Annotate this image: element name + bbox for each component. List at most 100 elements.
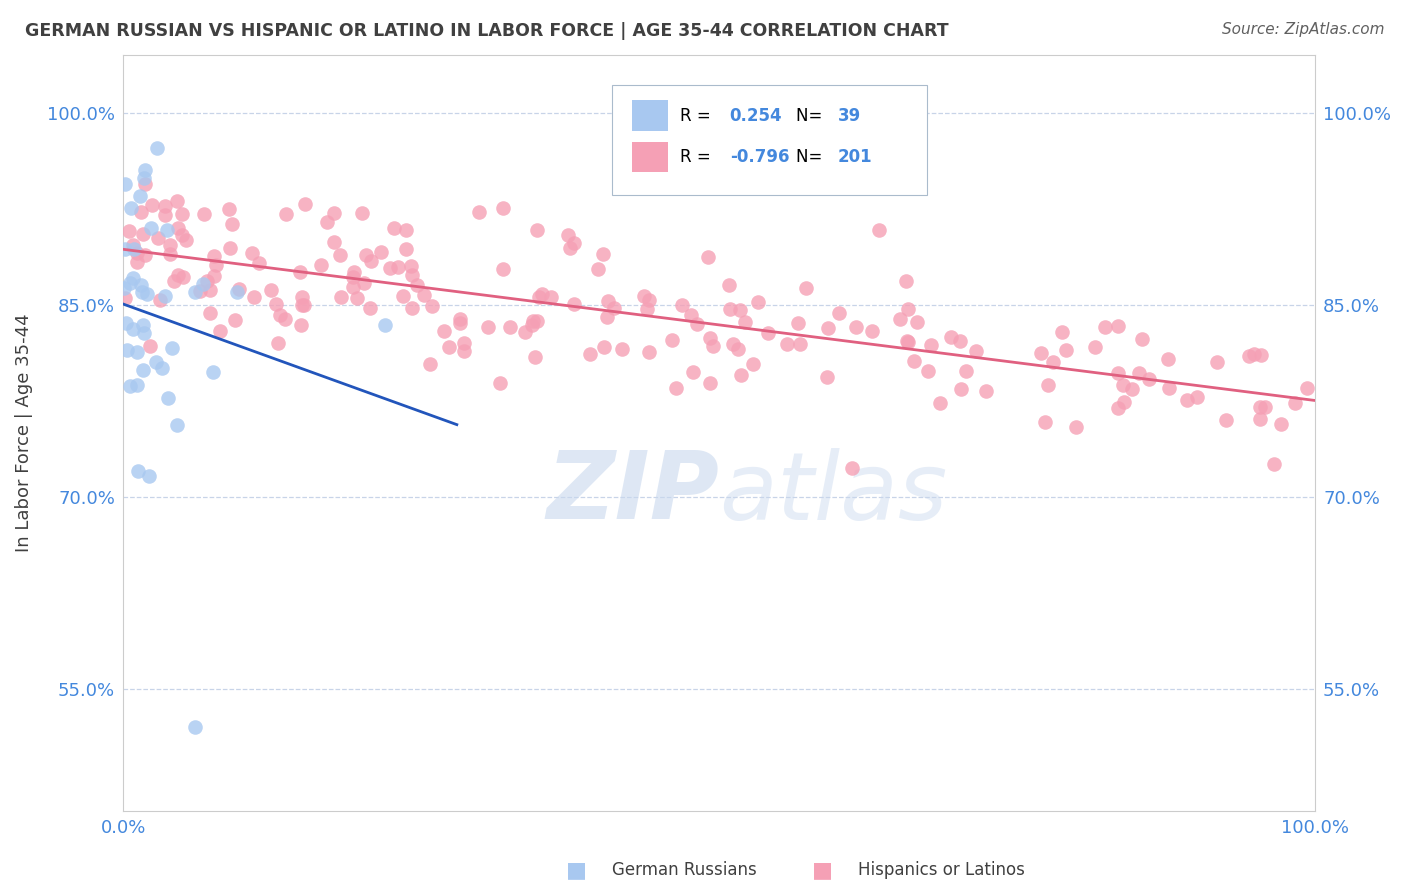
Text: atlas: atlas xyxy=(718,448,948,539)
Point xyxy=(467,205,489,219)
Point xyxy=(1042,355,1064,369)
Point xyxy=(894,274,917,288)
Point xyxy=(603,301,626,315)
Point xyxy=(489,376,512,390)
Point xyxy=(132,363,155,377)
Point xyxy=(112,281,135,295)
Point xyxy=(637,293,659,307)
Point xyxy=(114,316,136,330)
Point xyxy=(787,316,810,330)
Point xyxy=(638,345,661,359)
Point xyxy=(160,342,183,356)
Point xyxy=(889,311,911,326)
Point xyxy=(734,315,756,329)
Point xyxy=(392,289,415,303)
Point xyxy=(247,256,270,270)
Point xyxy=(121,322,143,336)
Point xyxy=(1243,347,1265,361)
Point xyxy=(141,197,163,211)
Point xyxy=(166,220,188,235)
Point xyxy=(156,223,179,237)
Point xyxy=(329,248,352,262)
Point xyxy=(382,220,405,235)
Point xyxy=(499,320,522,334)
Point xyxy=(681,308,703,322)
Point xyxy=(269,308,291,322)
Point xyxy=(330,290,353,304)
Point xyxy=(228,282,250,296)
Point xyxy=(727,342,749,356)
Point xyxy=(291,298,314,312)
Point xyxy=(776,336,799,351)
Point xyxy=(146,230,169,244)
Point xyxy=(529,290,551,304)
Point xyxy=(150,361,173,376)
Point xyxy=(815,369,838,384)
Point xyxy=(1157,381,1180,395)
Point xyxy=(965,343,987,358)
Point xyxy=(897,301,920,316)
Point xyxy=(118,379,141,393)
Point xyxy=(595,310,617,324)
Point xyxy=(903,353,925,368)
Point xyxy=(225,285,247,299)
Text: ZIP: ZIP xyxy=(546,447,718,540)
Point xyxy=(1128,366,1150,380)
Point xyxy=(730,368,752,382)
Point xyxy=(665,381,688,395)
Point xyxy=(530,286,553,301)
Point xyxy=(1175,392,1198,407)
Point xyxy=(449,311,471,326)
Point xyxy=(717,277,740,292)
Point xyxy=(157,392,180,406)
Point xyxy=(294,197,316,211)
Point xyxy=(387,260,409,274)
Point xyxy=(949,334,972,348)
Point xyxy=(153,208,176,222)
Point xyxy=(974,384,997,398)
Point xyxy=(420,299,443,313)
Point xyxy=(114,242,136,256)
Point xyxy=(166,417,188,432)
Text: ■: ■ xyxy=(567,860,586,880)
Point xyxy=(1249,412,1271,426)
Point xyxy=(1064,420,1087,434)
Point xyxy=(163,274,186,288)
Point xyxy=(1296,381,1319,395)
Point xyxy=(122,271,145,285)
Point xyxy=(828,306,851,320)
Point xyxy=(132,170,155,185)
Point xyxy=(789,337,811,351)
Text: 39: 39 xyxy=(838,106,862,125)
Point xyxy=(702,339,724,353)
Point xyxy=(1033,415,1056,429)
Point xyxy=(288,264,311,278)
Point xyxy=(195,274,218,288)
Point xyxy=(1263,457,1285,471)
Point xyxy=(845,319,868,334)
Point xyxy=(939,330,962,344)
Point xyxy=(118,224,141,238)
Point xyxy=(370,244,392,259)
Point xyxy=(437,340,460,354)
Point xyxy=(198,306,221,320)
Point xyxy=(868,223,890,237)
Point xyxy=(378,261,401,276)
Point xyxy=(201,366,224,380)
Point xyxy=(129,277,152,292)
Point xyxy=(124,242,146,256)
Point xyxy=(274,207,297,221)
Point xyxy=(205,258,228,272)
Point xyxy=(200,283,222,297)
Point xyxy=(897,334,920,349)
Point xyxy=(153,289,176,303)
Point xyxy=(449,316,471,330)
Point xyxy=(492,201,515,215)
Point xyxy=(896,334,918,348)
Point xyxy=(188,284,211,298)
Point xyxy=(395,223,418,237)
Point xyxy=(560,241,582,255)
Point xyxy=(202,268,225,283)
Point xyxy=(1107,319,1129,334)
Point xyxy=(579,346,602,360)
